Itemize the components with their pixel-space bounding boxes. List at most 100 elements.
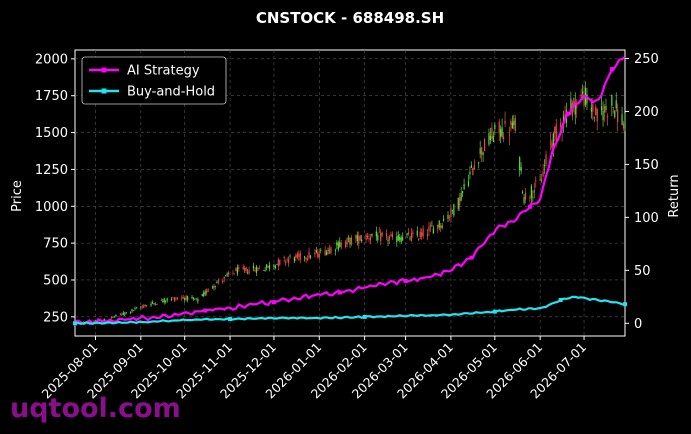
x-axis: 2025-08-012025-09-012025-10-012025-11-01…	[39, 336, 589, 401]
candle	[418, 238, 420, 241]
candle	[617, 103, 619, 132]
candle	[309, 254, 312, 260]
candle	[103, 318, 105, 321]
legend-swatch-marker	[101, 67, 107, 73]
candle	[409, 236, 411, 241]
candle	[407, 228, 410, 236]
candle	[110, 315, 113, 320]
candle	[337, 240, 339, 252]
y-axis-left-label: Price	[10, 180, 25, 212]
candle	[441, 222, 443, 230]
series-marker	[527, 204, 532, 209]
candle	[119, 313, 121, 316]
candle	[238, 264, 240, 272]
candle	[276, 263, 278, 265]
series-marker	[565, 111, 570, 116]
candle	[432, 225, 434, 234]
candle	[258, 265, 260, 269]
candle	[206, 288, 208, 296]
candle	[154, 301, 157, 306]
candle	[162, 298, 164, 303]
candle	[576, 99, 578, 118]
candle	[460, 186, 462, 202]
candle	[236, 264, 238, 277]
series-marker	[73, 321, 77, 326]
candle	[375, 226, 377, 241]
candle	[166, 297, 168, 303]
candle	[453, 203, 455, 218]
candle	[378, 226, 380, 233]
candle	[263, 269, 265, 271]
candle	[450, 204, 452, 223]
candle	[621, 107, 623, 126]
candle	[172, 297, 174, 299]
candle	[160, 298, 162, 301]
candle	[211, 285, 214, 289]
candle	[113, 315, 116, 318]
candle	[428, 221, 430, 236]
candle	[448, 214, 451, 221]
candle	[340, 240, 342, 250]
candle	[605, 98, 607, 113]
series-marker	[623, 302, 627, 307]
candle	[325, 249, 328, 256]
candle	[533, 182, 535, 199]
y-tick-label-right: 100	[634, 211, 659, 226]
candle	[429, 222, 432, 232]
candle	[285, 260, 287, 267]
candle	[419, 227, 421, 240]
chart-title: CNSTOCK - 688498.SH	[256, 9, 444, 27]
candle	[242, 264, 244, 270]
candle	[440, 222, 442, 233]
y-tick-label-left: 1250	[35, 163, 68, 178]
candle	[501, 118, 503, 139]
candle	[365, 233, 367, 244]
candle	[522, 190, 524, 195]
candle	[511, 115, 513, 129]
candle	[320, 247, 322, 254]
candle	[491, 122, 493, 142]
candle	[141, 304, 143, 309]
candle	[593, 116, 595, 123]
candle	[163, 297, 165, 305]
candle	[247, 268, 249, 275]
candle	[223, 276, 225, 283]
candle	[492, 131, 494, 143]
legend-label: Buy-and-Hold	[127, 85, 215, 100]
candle	[121, 312, 123, 316]
series-marker	[403, 278, 408, 283]
candle	[615, 92, 617, 112]
candle	[201, 293, 203, 297]
candle	[349, 237, 351, 248]
candle	[543, 159, 546, 174]
candle	[366, 233, 369, 240]
candle	[122, 311, 124, 316]
candle	[612, 106, 614, 114]
candle	[532, 190, 534, 203]
candle	[153, 302, 155, 306]
series-marker	[558, 297, 563, 302]
candle	[298, 250, 300, 261]
candle	[355, 234, 357, 243]
y-tick-label-left: 250	[43, 310, 68, 325]
candle	[387, 236, 389, 247]
candle	[295, 253, 297, 262]
candle	[606, 113, 609, 126]
candle	[380, 228, 382, 246]
candle	[150, 301, 152, 308]
candle	[514, 114, 516, 133]
candle	[356, 231, 358, 246]
candle	[478, 161, 480, 169]
candle	[347, 234, 350, 243]
y-tick-label-right: 150	[634, 158, 659, 173]
candle	[214, 285, 217, 290]
candle	[447, 211, 449, 222]
candle	[595, 104, 597, 116]
candle	[399, 233, 401, 243]
y-tick-label-left: 2000	[35, 52, 68, 67]
candle	[129, 311, 132, 315]
candle	[296, 251, 298, 260]
y-tick-label-right: 250	[634, 52, 659, 67]
y-tick-label-right: 0	[634, 317, 642, 332]
candle	[622, 120, 625, 131]
